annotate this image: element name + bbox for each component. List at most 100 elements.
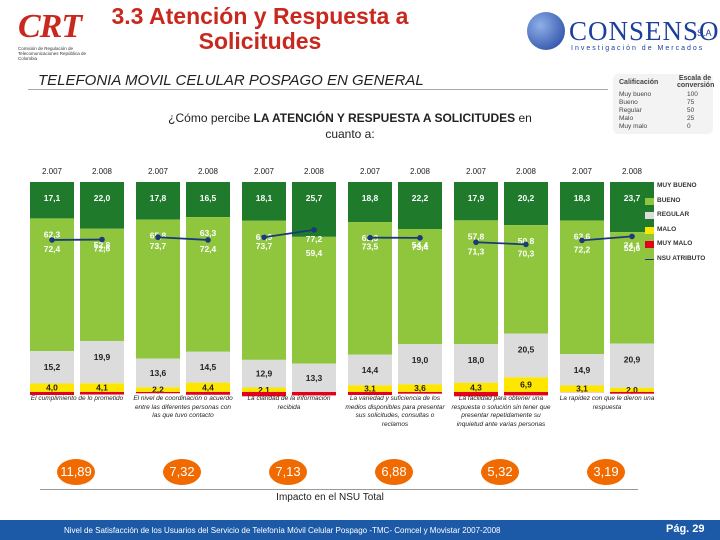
data-label: 62,3 [44, 229, 61, 239]
legend-swatch [645, 183, 654, 190]
legend-swatch [645, 197, 654, 205]
bar-segment-muy-bueno [560, 182, 604, 221]
bar-segment-malo [348, 385, 392, 392]
survey-question: ¿Cómo percibe LA ATENCIÓN Y RESPUESTA A … [150, 110, 550, 142]
impact-bubble: 11,89 [57, 459, 95, 485]
data-label: 2,2 [152, 385, 164, 395]
bar-segment-muy-bueno [348, 182, 392, 223]
bar-segment-muy-malo [242, 392, 286, 397]
bar-segment-bueno [292, 236, 336, 364]
data-label: 4,4 [202, 382, 214, 392]
bar-segment-regular [80, 340, 124, 384]
bar-segment-malo [186, 382, 230, 392]
page-title: 3.3 Atención y Respuesta a Solicitudes [111, 3, 409, 54]
consenso-logo-subtext: Investigación de Mercados [571, 45, 705, 52]
data-label: 52,6 [624, 243, 641, 253]
bar-segment-malo [560, 385, 604, 392]
nsu-label: 73,4 [412, 242, 429, 252]
year-label: 2.008 [410, 167, 431, 176]
year-label: 2.008 [622, 167, 643, 176]
nsu-point [205, 237, 211, 243]
bar-segment-muy-bueno [30, 182, 74, 219]
bar-segment-muy-bueno [504, 182, 548, 226]
scale-label: Regular [619, 107, 642, 114]
data-label: 23,7 [624, 193, 641, 203]
data-label: 14,4 [362, 365, 379, 375]
nsu-label: 72,6 [94, 244, 111, 254]
globe-icon [527, 12, 565, 50]
question-bold: LA ATENCIÓN Y RESPUESTA A SOLICITUDES [253, 111, 516, 125]
bar-segment-regular [560, 354, 604, 386]
nsu-label: 73,7 [150, 241, 167, 251]
data-label: 12,9 [256, 369, 273, 379]
bar-segment-regular [242, 359, 286, 388]
category-label: La variedad y suficiencia de los medios … [345, 395, 445, 428]
question-prefix: ¿Cómo percibe [168, 111, 254, 125]
data-label: 54,4 [412, 240, 429, 250]
crt-logo-text: CRT [18, 8, 82, 45]
data-label: 13,3 [306, 373, 323, 383]
bar-segment-muy-bueno [610, 182, 654, 233]
bar-segment-malo [454, 382, 498, 392]
bar-segment-muy-malo [610, 392, 654, 394]
data-label: 18,3 [574, 193, 591, 203]
scale-value: 0 [687, 123, 691, 130]
page-number: Pág. 29 [666, 523, 705, 535]
data-label: 18,1 [256, 193, 273, 203]
nsu-line [157, 236, 209, 241]
data-label: 3,1 [576, 384, 588, 394]
scale-value: 100 [687, 91, 698, 98]
bar-segment-bueno [610, 232, 654, 344]
nsu-label: 72,4 [44, 244, 61, 254]
legend-label: BUENO [657, 196, 681, 204]
impact-bubble: 5,32 [481, 459, 519, 485]
legend-label: MUY MALO [657, 240, 693, 247]
bar-segment-malo [242, 387, 286, 392]
bar-segment-bueno [398, 228, 442, 345]
legend-label: REGULAR [657, 211, 690, 218]
footer-text: Nivel de Satisfacción de los Usuarios de… [64, 526, 501, 535]
data-label: 63,6 [574, 231, 591, 241]
data-label: 4,1 [96, 383, 108, 393]
bar-segment-regular [292, 363, 336, 392]
data-label: 6,9 [520, 380, 532, 390]
data-label: 59,4 [306, 248, 323, 258]
data-label: 13,6 [150, 368, 167, 378]
data-label: 18,8 [362, 193, 379, 203]
consenso-logo-sa: S.A [697, 28, 712, 38]
bar-segment-malo [80, 383, 124, 392]
consenso-logo: CONSENSO S.A Investigación de Mercados [527, 10, 719, 58]
data-label: 50,8 [518, 236, 535, 246]
bar-segment-malo [30, 383, 74, 392]
nsu-label: 73,7 [256, 241, 273, 251]
data-label: 19,0 [412, 355, 429, 365]
conversion-scale: Calificación Escala de conversión Muy bu… [613, 74, 715, 134]
bar-segment-muy-malo [136, 392, 180, 394]
impact-bubble: 7,13 [269, 459, 307, 485]
impact-bubble: 6,88 [375, 459, 413, 485]
legend-swatch [645, 212, 654, 219]
scale-label: Muy bueno [619, 91, 652, 98]
data-label: 2,0 [626, 385, 638, 395]
bar-segment-muy-malo [186, 392, 230, 395]
scale-value: 25 [687, 115, 695, 122]
nsu-label: 70,3 [518, 248, 535, 258]
scale-label: Malo [619, 115, 634, 122]
data-label: 16,5 [200, 193, 217, 203]
bar-segment-malo [136, 387, 180, 392]
category-label: El cumplimiento de lo prometido [30, 395, 124, 402]
nsu-point [261, 234, 267, 241]
data-label: 17,9 [468, 193, 485, 203]
nsu-label: 74,1 [624, 240, 641, 250]
year-label: 2.007 [360, 167, 381, 176]
nsu-point [49, 237, 55, 243]
legend-label: MALO [657, 225, 677, 233]
nsu-label: 71,3 [468, 246, 485, 256]
nsu-point [99, 236, 105, 243]
category-label: La rapidez con que le dieron una respues… [559, 395, 655, 411]
scale-header-conversion: Escala de conversión [677, 75, 715, 89]
crt-logo-subtext: Comisión de Regulación de Telecomunicaci… [18, 46, 87, 61]
bar-segment-muy-malo [348, 392, 392, 395]
data-label: 63,3 [200, 228, 217, 238]
bar-segment-malo [398, 384, 442, 392]
